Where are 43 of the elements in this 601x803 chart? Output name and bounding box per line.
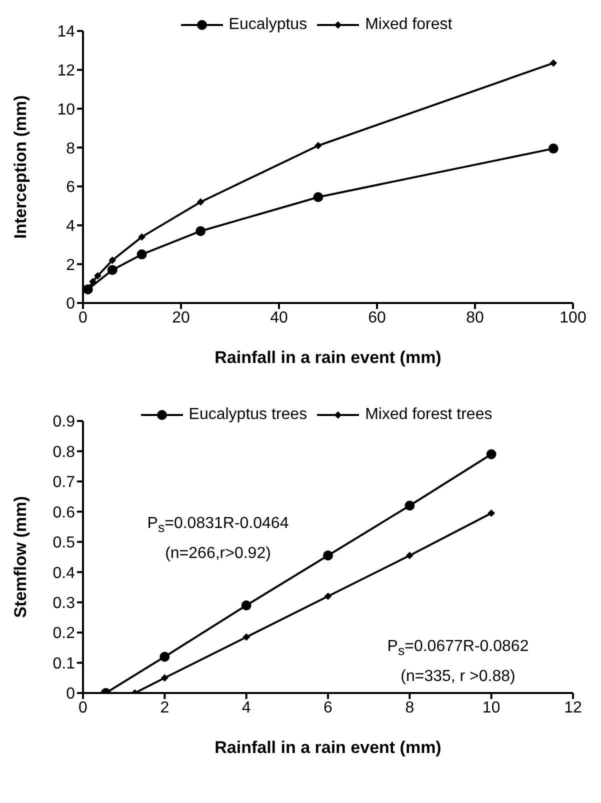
y-axis-title: Interception (mm) <box>11 95 30 239</box>
annotation: (n=335, r >0.88) <box>400 668 516 686</box>
x-tick-label: 100 <box>560 309 586 326</box>
legend-label: Eucalyptus trees <box>188 406 308 424</box>
x-tick-label: 0 <box>78 309 88 326</box>
legend-label: Mixed forest trees <box>365 406 492 424</box>
annotation: P$_{s}$=0.0831R-0.0464 <box>147 515 289 536</box>
y-tick-label: 10 <box>57 101 76 118</box>
y-tick-label: 0.4 <box>52 564 76 582</box>
y-tick-label: 6 <box>66 179 76 196</box>
x-tick-label: 12 <box>564 699 582 716</box>
y-tick-label: 0.2 <box>52 625 76 642</box>
y-tick-label: 0 <box>66 296 76 313</box>
y-axis-title: Stemflow (mm) <box>11 496 30 618</box>
y-tick-label: 0.9 <box>52 414 76 431</box>
y-tick-label: 0.5 <box>52 534 76 552</box>
y-tick-label: 14 <box>57 24 76 41</box>
y-tick-label: 4 <box>66 218 76 235</box>
x-tick-label: 8 <box>405 699 414 716</box>
y-tick-label: 0 <box>66 686 76 703</box>
x-tick-label: 4 <box>242 699 251 716</box>
annotation: (n=266,r>0.92) <box>165 545 271 563</box>
x-tick-label: 0 <box>78 699 88 716</box>
x-tick-label: 2 <box>160 699 170 716</box>
y-tick-label: 8 <box>66 140 76 158</box>
y-tick-label: 12 <box>57 62 76 80</box>
annotation: P$_{s}$=0.0677R-0.0862 <box>387 638 529 658</box>
y-tick-label: 0.6 <box>52 504 76 522</box>
y-tick-label: 0.3 <box>52 595 76 612</box>
legend-label: Mixed forest <box>365 16 452 34</box>
x-axis-title: Rainfall in a rain event (mm) <box>214 348 442 367</box>
y-tick-label: 0.8 <box>52 444 76 461</box>
legend-label: Eucalyptus <box>228 16 308 34</box>
y-tick-label: 0.1 <box>52 655 76 672</box>
x-tick-label: 6 <box>324 699 333 716</box>
y-tick-label: 0.7 <box>52 474 76 492</box>
x-axis-title: Rainfall in a rain event (mm) <box>214 738 442 757</box>
x-tick-label: 10 <box>482 699 500 716</box>
x-tick-label: 20 <box>172 309 190 326</box>
y-tick-label: 2 <box>66 256 76 274</box>
x-tick-label: 40 <box>270 309 288 326</box>
x-tick-label: 80 <box>466 309 484 326</box>
x-tick-label: 60 <box>368 309 386 326</box>
